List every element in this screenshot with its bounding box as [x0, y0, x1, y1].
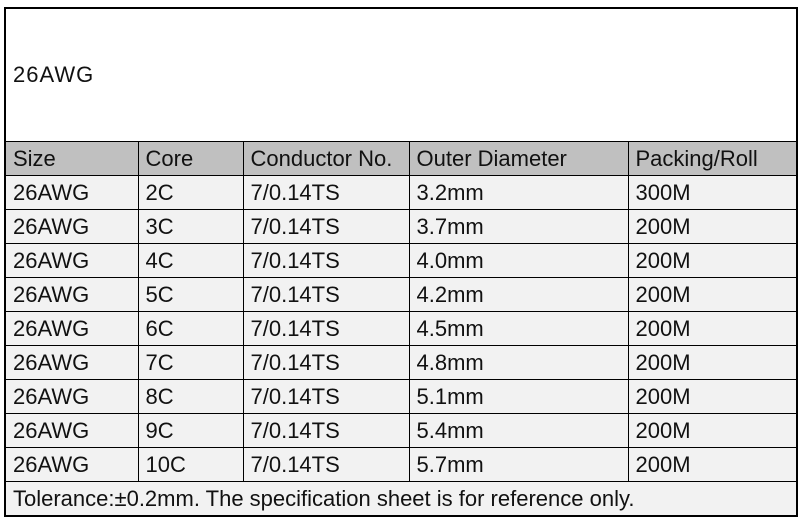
cell-conductor: 7/0.14TS	[242, 379, 410, 414]
column-header-conductor-no: Conductor No.	[242, 141, 410, 176]
cell-core: 6C	[137, 311, 244, 346]
cell-outer-diameter: 3.7mm	[408, 209, 629, 244]
cell-core: 9C	[137, 413, 244, 448]
table-row: 26AWG 6C 7/0.14TS 4.5mm 200M	[4, 311, 798, 346]
cell-outer-diameter: 5.7mm	[408, 447, 629, 482]
cell-packing: 200M	[627, 311, 798, 346]
cell-conductor: 7/0.14TS	[242, 175, 410, 210]
cell-packing: 200M	[627, 277, 798, 312]
cell-packing: 200M	[627, 447, 798, 482]
spec-table: 26AWG Size Core Conductor No. Outer Diam…	[4, 7, 799, 517]
cell-conductor: 7/0.14TS	[242, 277, 410, 312]
cell-conductor: 7/0.14TS	[242, 311, 410, 346]
title-row: 26AWG	[4, 7, 798, 142]
table-row: 26AWG 9C 7/0.14TS 5.4mm 200M	[4, 413, 798, 448]
cell-size: 26AWG	[4, 447, 139, 482]
cell-conductor: 7/0.14TS	[242, 243, 410, 278]
table-row: 26AWG 10C 7/0.14TS 5.7mm 200M	[4, 447, 798, 482]
cell-core: 7C	[137, 345, 244, 380]
cell-outer-diameter: 4.5mm	[408, 311, 629, 346]
cell-packing: 200M	[627, 345, 798, 380]
cell-core: 10C	[137, 447, 244, 482]
cell-packing: 200M	[627, 413, 798, 448]
table-row: 26AWG 2C 7/0.14TS 3.2mm 300M	[4, 175, 798, 210]
cell-core: 4C	[137, 243, 244, 278]
cell-size: 26AWG	[4, 345, 139, 380]
column-header-packing-roll: Packing/Roll	[627, 141, 798, 176]
cell-packing: 200M	[627, 243, 798, 278]
table-header-row: Size Core Conductor No. Outer Diameter P…	[4, 141, 798, 176]
table-row: 26AWG 3C 7/0.14TS 3.7mm 200M	[4, 209, 798, 244]
cell-core: 2C	[137, 175, 244, 210]
cell-outer-diameter: 4.0mm	[408, 243, 629, 278]
table-row: 26AWG 7C 7/0.14TS 4.8mm 200M	[4, 345, 798, 380]
cell-size: 26AWG	[4, 175, 139, 210]
cell-packing: 200M	[627, 209, 798, 244]
cell-size: 26AWG	[4, 379, 139, 414]
cell-size: 26AWG	[4, 243, 139, 278]
cell-conductor: 7/0.14TS	[242, 345, 410, 380]
cell-outer-diameter: 4.2mm	[408, 277, 629, 312]
column-header-size: Size	[4, 141, 139, 176]
cell-core: 8C	[137, 379, 244, 414]
cell-outer-diameter: 3.2mm	[408, 175, 629, 210]
cell-conductor: 7/0.14TS	[242, 447, 410, 482]
column-header-outer-diameter: Outer Diameter	[408, 141, 629, 176]
cell-outer-diameter: 5.1mm	[408, 379, 629, 414]
cell-conductor: 7/0.14TS	[242, 413, 410, 448]
cell-size: 26AWG	[4, 311, 139, 346]
table-row: 26AWG 4C 7/0.14TS 4.0mm 200M	[4, 243, 798, 278]
cell-packing: 300M	[627, 175, 798, 210]
cell-core: 3C	[137, 209, 244, 244]
cell-size: 26AWG	[4, 277, 139, 312]
column-header-core: Core	[137, 141, 244, 176]
footer-row: Tolerance:±0.2mm. The specification shee…	[4, 481, 798, 517]
cell-conductor: 7/0.14TS	[242, 209, 410, 244]
table-row: 26AWG 8C 7/0.14TS 5.1mm 200M	[4, 379, 798, 414]
cell-core: 5C	[137, 277, 244, 312]
cell-size: 26AWG	[4, 413, 139, 448]
cell-outer-diameter: 5.4mm	[408, 413, 629, 448]
cell-packing: 200M	[627, 379, 798, 414]
cell-size: 26AWG	[4, 209, 139, 244]
table-row: 26AWG 5C 7/0.14TS 4.2mm 200M	[4, 277, 798, 312]
page-title: 26AWG	[4, 7, 798, 142]
cell-outer-diameter: 4.8mm	[408, 345, 629, 380]
footer-note: Tolerance:±0.2mm. The specification shee…	[4, 481, 798, 517]
